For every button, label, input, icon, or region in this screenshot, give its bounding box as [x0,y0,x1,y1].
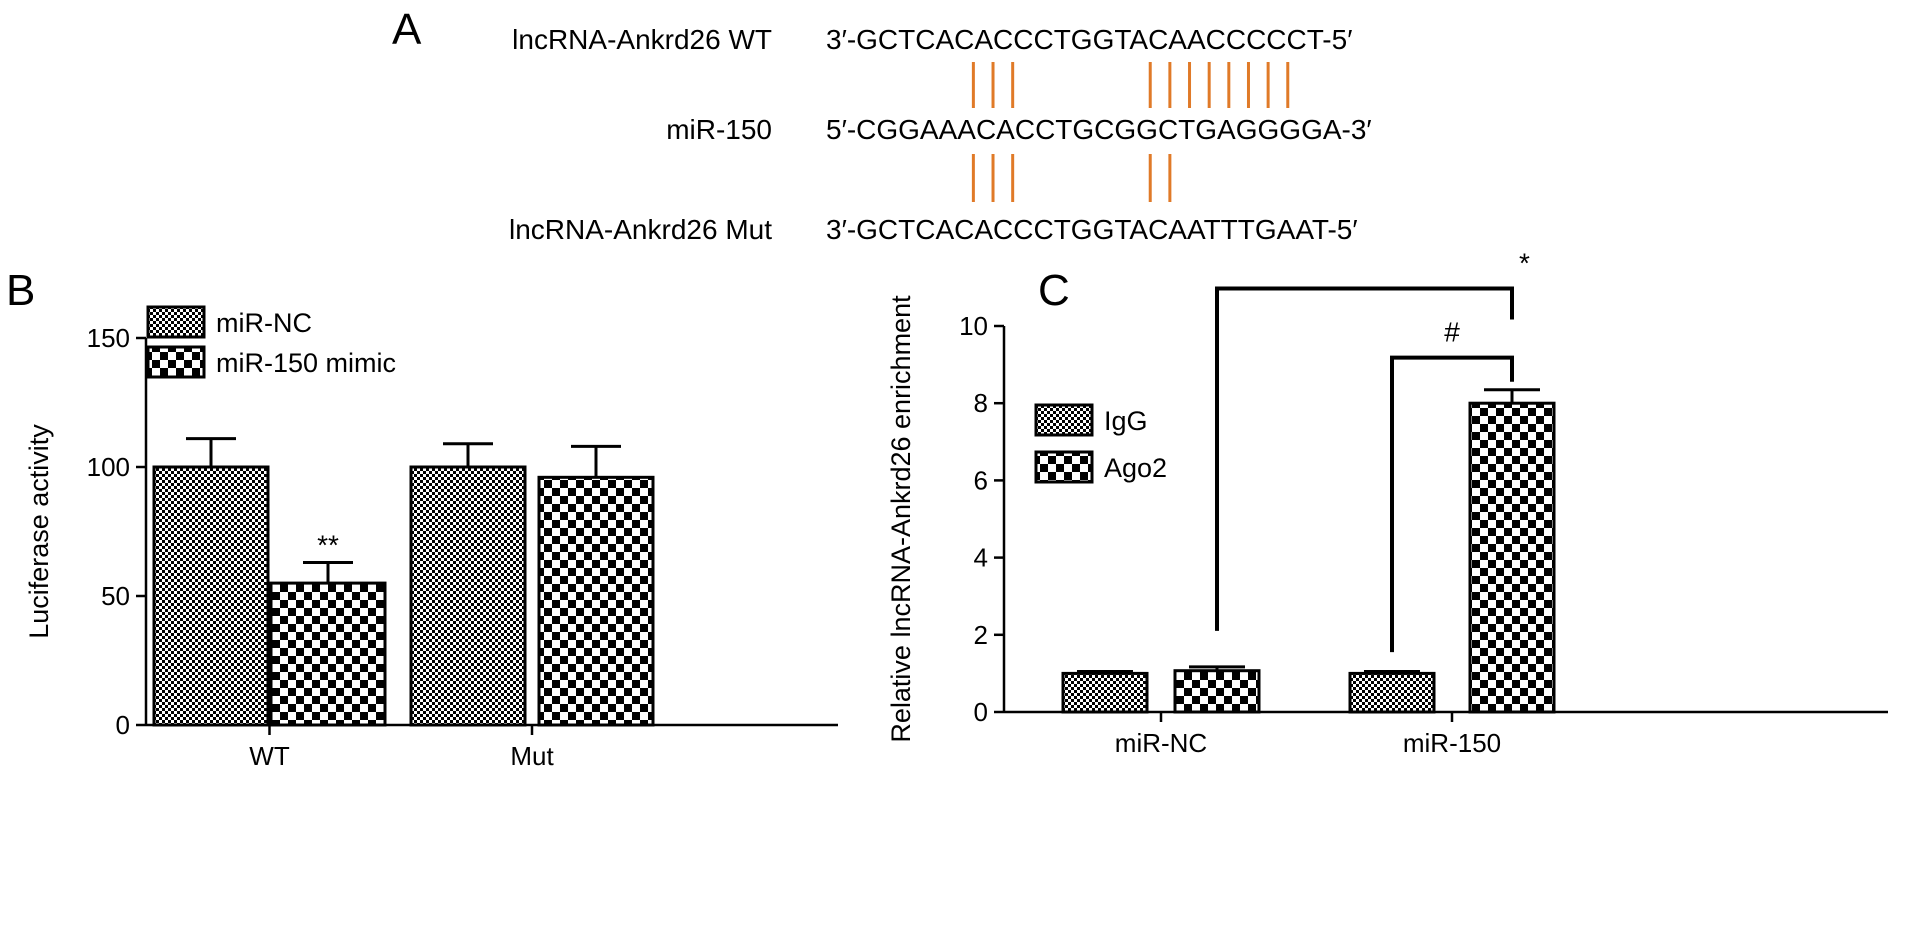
seq-mut: 3′-GCTCACACCCTGGTACAATTTGAAT-5′ [826,214,1358,245]
x-tick-label: Mut [510,741,554,771]
seq-label-mut: lncRNA-Ankrd26 Mut [509,214,772,245]
base-pair-lines-top [971,62,1290,108]
bar-mir-nc [409,465,527,727]
legend-swatch [146,345,206,379]
significance-bracket [1215,286,1514,631]
significance-label: * [1519,248,1530,279]
seq-label-mir150: miR-150 [666,114,772,145]
significance-label: # [1444,317,1460,348]
y-tick-label: 2 [974,620,988,650]
x-tick-label: miR-150 [1403,728,1501,758]
legend-swatch [1034,403,1094,437]
legend-swatch [146,305,206,339]
seq-label-wt: lncRNA-Ankrd26 WT [512,24,772,55]
y-tick-label: 0 [974,697,988,727]
bar-mir-150-mimic [269,581,387,727]
bar-igg [1348,671,1436,714]
bar-igg [1061,671,1149,714]
significance-bracket [1390,355,1514,653]
panel-letter-a: A [392,5,422,54]
seq-wt: 3′-GCTCACACCCTGGTACAACCCCCT-5′ [826,24,1352,55]
x-tick-label: WT [249,741,290,771]
base-pair-lines-bottom [971,154,1172,202]
y-tick-label: 8 [974,388,988,418]
y-tick-label: 150 [87,323,130,353]
y-tick-label: 10 [959,311,988,341]
y-tick-label: 0 [116,710,130,740]
y-tick-label: 50 [101,581,130,611]
chart-c-enrichment: 0 2 4 6 8 10 Relative lncRNA-Ankrd26 enrichmen… [886,248,1888,758]
y-tick-label: 6 [974,465,988,495]
panel-letter-b: B [6,266,35,315]
y-tick-label: 100 [87,452,130,482]
significance-label: ** [317,529,339,560]
bar-mir-150-mimic [537,475,655,727]
chart-b-luciferase: 0 50 100 150 Luciferase activity WT Mut miR-NC m… [24,305,838,771]
legend-label: IgG [1104,406,1148,436]
y-axis-label: Luciferase activity [24,424,54,639]
y-axis-label: Relative lncRNA-Ankrd26 enrichment [886,295,916,743]
bar-mir-nc [152,465,270,727]
legend-label: Ago2 [1104,453,1167,483]
bar-ago2 [1468,401,1556,714]
legend-label: miR-NC [216,308,312,338]
y-tick-label: 4 [974,543,988,573]
legend-swatch [1034,450,1094,484]
panel-letter-c: C [1038,266,1070,315]
legend-label: miR-150 mimic [216,348,396,378]
x-tick-label: miR-NC [1115,728,1207,758]
bar-ago2 [1173,669,1261,714]
panel-a-sequences: lncRNA-Ankrd26 WT 3′-GCTCACACCCTGGTACAAC… [509,24,1372,245]
seq-mir150: 5′-CGGAAACACCTGCGGCTGAGGGGA-3′ [826,114,1372,145]
